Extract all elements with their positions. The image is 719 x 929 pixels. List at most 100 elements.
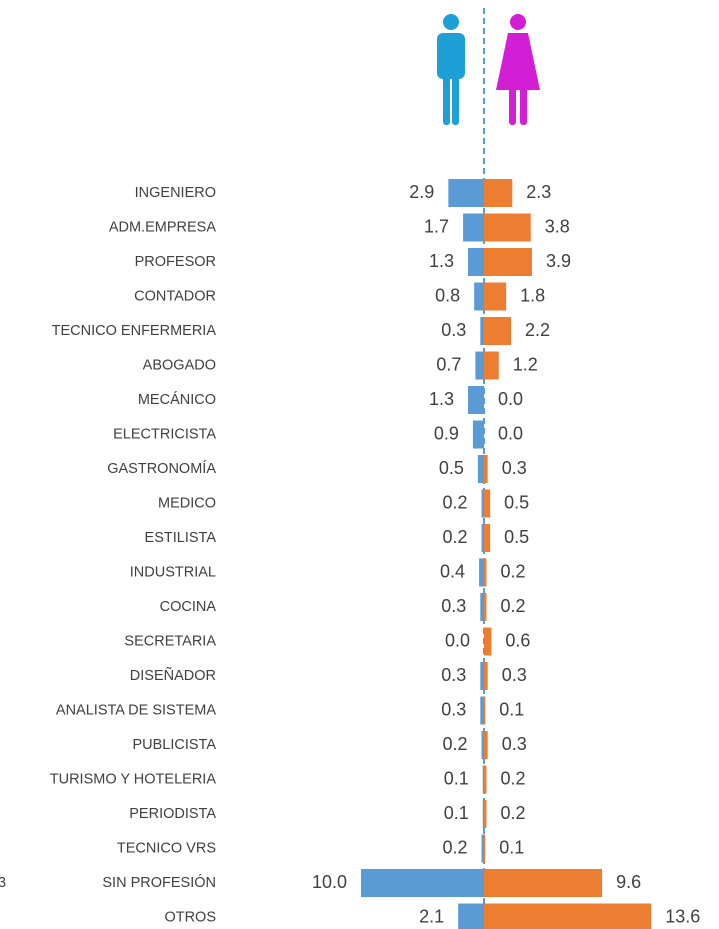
value-label: 0.2 [443, 734, 468, 754]
value-label: 2.3 [526, 182, 551, 202]
category-label: MEDICO [158, 495, 216, 511]
bar [482, 765, 484, 794]
value-label: 0.1 [499, 699, 524, 719]
value-label: 3.8 [545, 216, 570, 236]
value-label: 1.3 [429, 251, 454, 271]
category-label: ADM.EMPRESA [109, 219, 216, 235]
category-label: TECNICO ENFERMERIA [52, 323, 217, 339]
value-label: 0.2 [443, 492, 468, 512]
bar [484, 903, 652, 929]
value-label: 1.3 [429, 389, 454, 409]
bar [448, 179, 484, 207]
bar [484, 213, 531, 242]
category-label: ESTILISTA [145, 530, 217, 546]
value-label: 0.1 [444, 768, 469, 788]
bar [480, 317, 484, 345]
bar [484, 317, 512, 345]
value-label: 0.3 [502, 458, 527, 478]
value-label: 0.1 [499, 837, 524, 857]
bar [480, 696, 484, 725]
value-label: 0.8 [435, 285, 460, 305]
value-label: 2.1 [419, 906, 444, 926]
category-label: OTROS [164, 909, 216, 925]
male-icon [437, 14, 465, 125]
bar [475, 351, 484, 380]
bar [458, 903, 484, 929]
bar [480, 593, 484, 621]
value-label: 0.3 [502, 734, 527, 754]
bar [481, 731, 484, 759]
bar [484, 765, 487, 794]
value-label: 0.2 [443, 837, 468, 857]
value-label: 0.3 [502, 665, 527, 685]
category-label: PUBLICISTA [132, 737, 216, 753]
value-label: 0.1 [444, 803, 469, 823]
bar [468, 386, 484, 414]
value-label: 0.6 [505, 630, 530, 650]
bar [484, 351, 499, 380]
value-label: 0.7 [436, 354, 461, 374]
bar [484, 834, 486, 863]
bar [481, 524, 484, 552]
bar [484, 662, 488, 690]
value-label: 0.3 [441, 320, 466, 340]
category-label: SIN PROFESIÓN [102, 874, 216, 891]
bar [479, 558, 484, 587]
value-label: 0.2 [443, 527, 468, 547]
bar [484, 593, 487, 621]
bar [480, 662, 484, 690]
female-icon [496, 14, 540, 125]
value-label: 0.9 [434, 423, 459, 443]
value-label: 9.6 [616, 872, 641, 892]
bar [484, 731, 488, 759]
category-label: MECÁNICO [138, 391, 216, 408]
category-label: ABOGADO [143, 357, 216, 373]
bar [484, 248, 532, 276]
value-label: 0.3 [441, 596, 466, 616]
bar [472, 420, 484, 449]
bar [463, 213, 484, 242]
value-label: 0.4 [440, 561, 465, 581]
value-label: 0.3 [441, 665, 466, 685]
bar [477, 455, 484, 483]
value-label: 0.0 [498, 389, 523, 409]
bar [484, 489, 491, 518]
bar [361, 869, 484, 897]
category-label: TECNICO VRS [117, 840, 216, 856]
value-label: 0.5 [439, 458, 464, 478]
value-label: 3.9 [546, 251, 571, 271]
category-label: INGENIERO [135, 185, 216, 201]
value-label: 1.2 [513, 354, 538, 374]
category-label: PERIODISTA [129, 806, 216, 822]
value-label: 0.5 [504, 492, 529, 512]
category-label: CONTADOR [134, 288, 216, 304]
category-label: ANALISTA DE SISTEMA [56, 702, 216, 718]
category-label: DISEÑADOR [130, 667, 216, 684]
bar [484, 282, 507, 311]
value-label: 0.2 [500, 561, 525, 581]
bar [484, 179, 513, 207]
value-label: 0.0 [498, 423, 523, 443]
value-label: 2.2 [525, 320, 550, 340]
value-label: 0.5 [504, 527, 529, 547]
category-label: GASTRONOMÍA [107, 460, 216, 477]
category-label: PROFESOR [135, 254, 216, 270]
bar [468, 248, 484, 276]
value-label: 0.0 [445, 630, 470, 650]
bar [482, 800, 484, 828]
value-label: 1.8 [520, 285, 545, 305]
bar [484, 696, 486, 725]
value-label: 13.6 [665, 906, 700, 926]
bar [484, 869, 603, 897]
bar [481, 489, 484, 518]
bar [474, 282, 484, 311]
bar [484, 627, 492, 656]
bar [484, 455, 488, 483]
value-label: 2.9 [409, 182, 434, 202]
value-label: 0.2 [500, 768, 525, 788]
bar [484, 558, 487, 587]
value-label: 0.2 [500, 596, 525, 616]
bar [484, 524, 491, 552]
value-label: 10.0 [312, 872, 347, 892]
